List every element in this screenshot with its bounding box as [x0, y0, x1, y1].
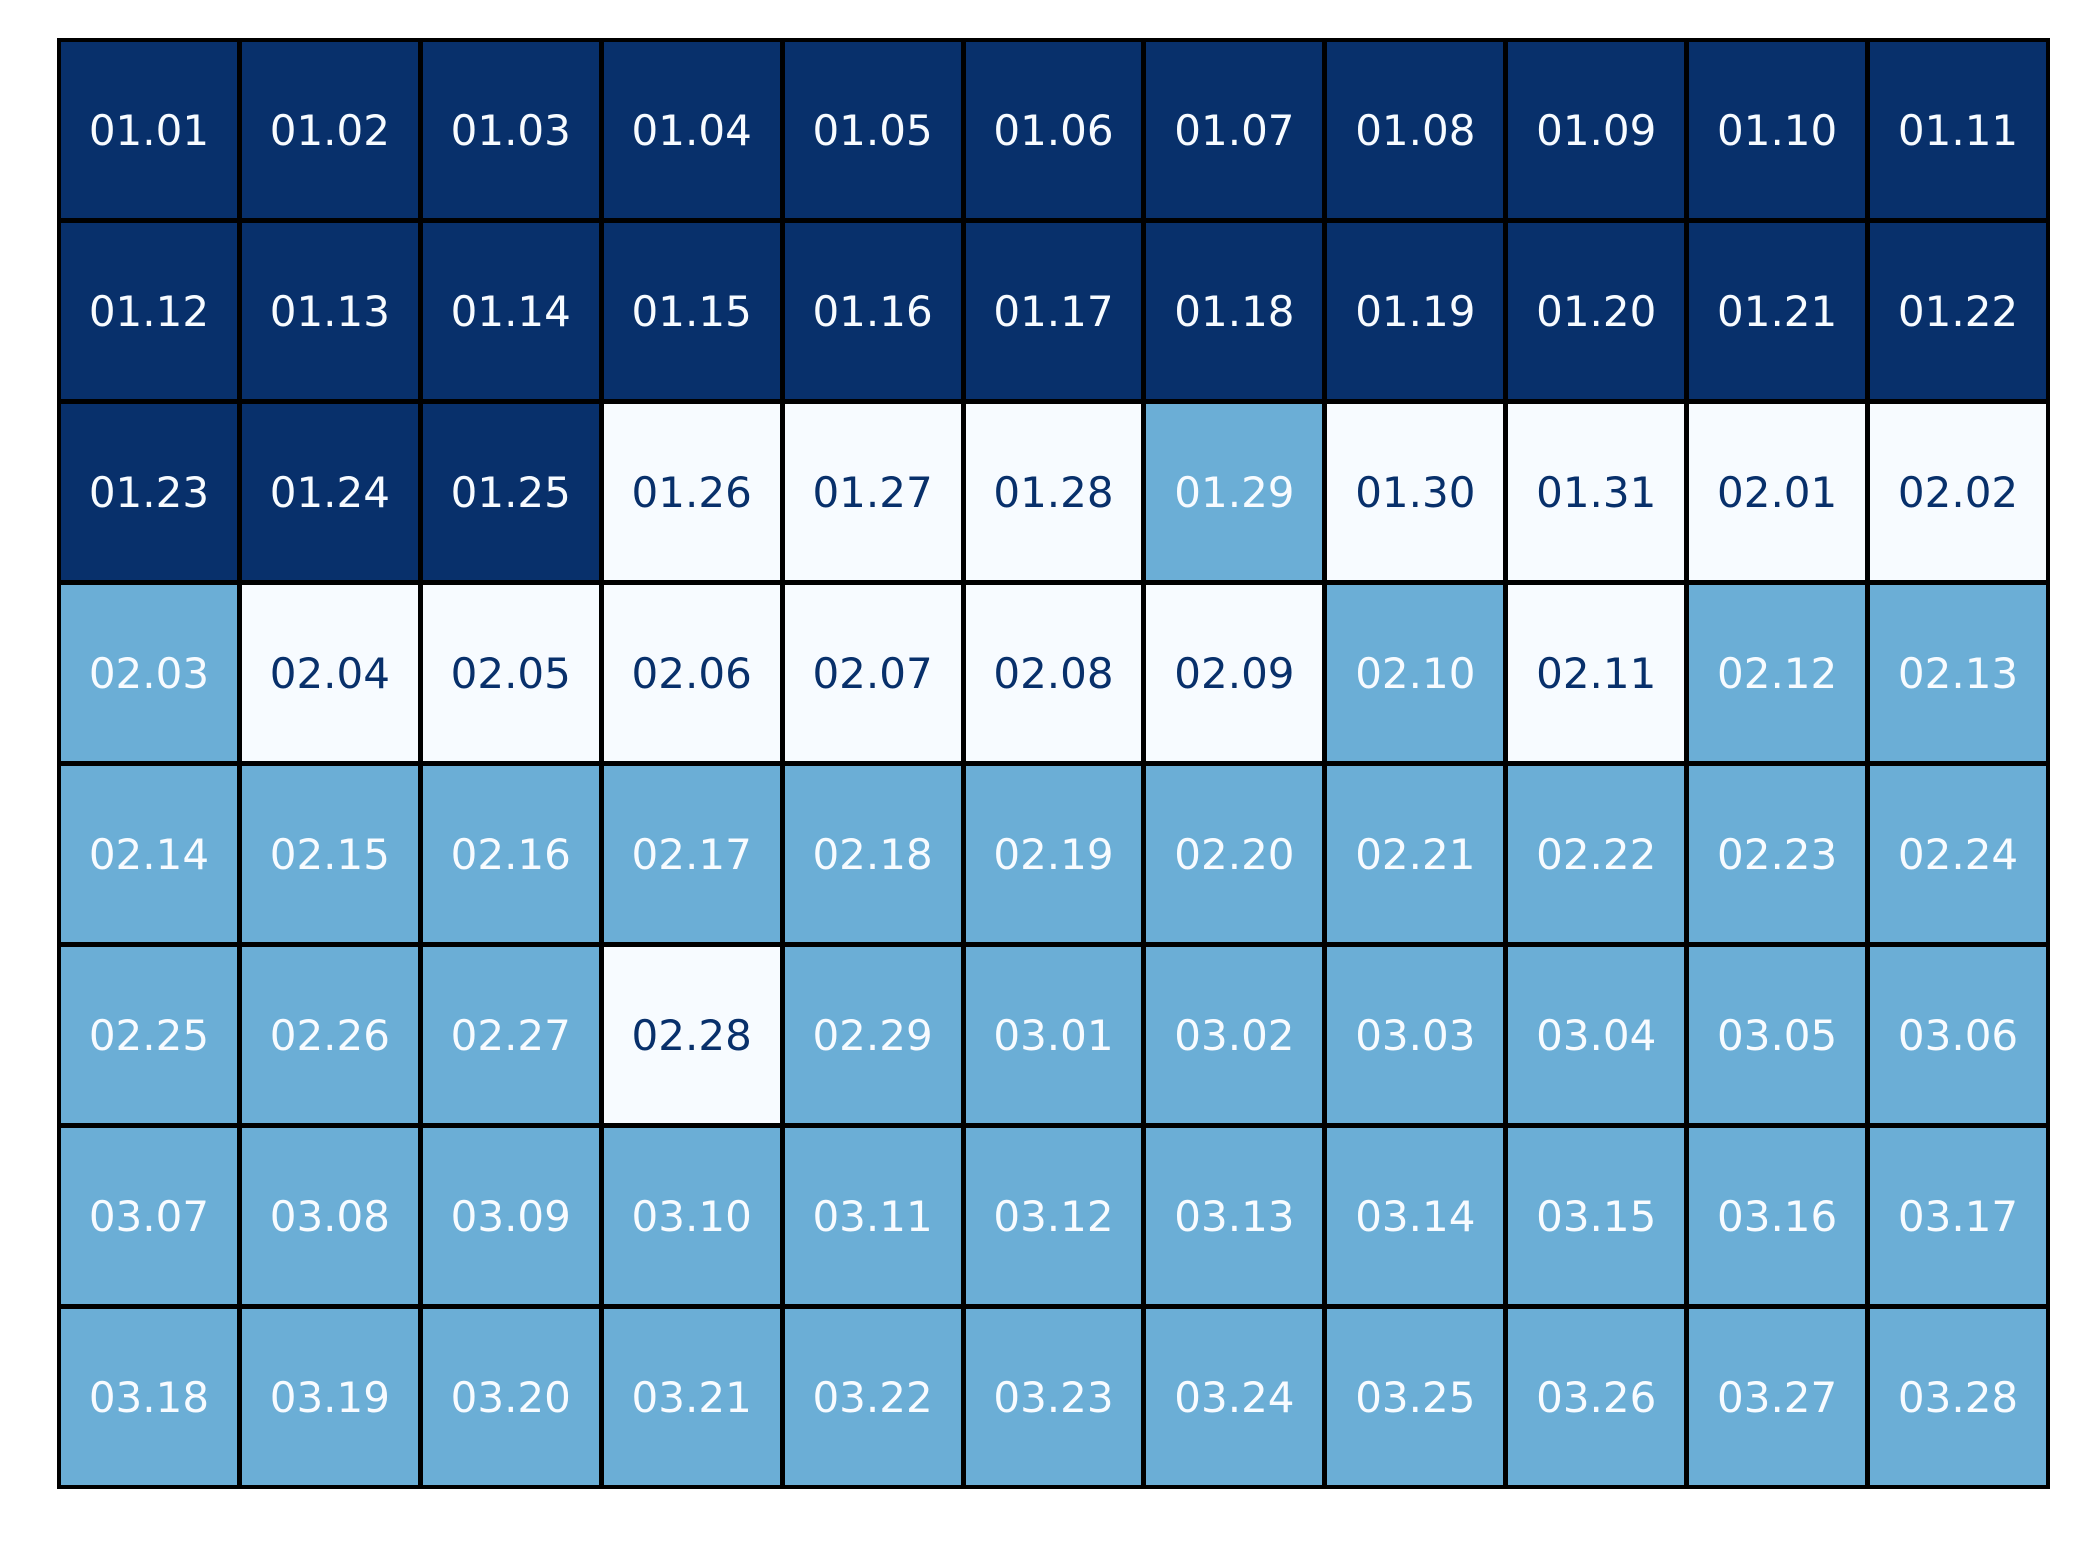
- heatmap-cell: 01.11: [1870, 42, 2046, 218]
- heatmap-cell: 01.14: [422, 223, 599, 399]
- heatmap-cell: 03.01: [965, 947, 1142, 1123]
- heatmap-cell: 03.18: [61, 1309, 237, 1485]
- heatmap-cell: 01.30: [1327, 404, 1504, 580]
- heatmap-cell: 03.22: [784, 1309, 961, 1485]
- heatmap-cell: 02.15: [241, 766, 418, 942]
- heatmap-cell: 02.10: [1327, 585, 1504, 761]
- heatmap-cell: 02.06: [603, 585, 780, 761]
- heatmap-cell: 02.13: [1870, 585, 2046, 761]
- heatmap-cell: 02.11: [1508, 585, 1685, 761]
- heatmap-cell: 02.19: [965, 766, 1142, 942]
- heatmap-cell: 01.20: [1508, 223, 1685, 399]
- heatmap-cell: 02.25: [61, 947, 237, 1123]
- heatmap-cell: 02.21: [1327, 766, 1504, 942]
- heatmap-cell: 02.07: [784, 585, 961, 761]
- heatmap-cell: 03.06: [1870, 947, 2046, 1123]
- heatmap-cell: 03.17: [1870, 1128, 2046, 1304]
- heatmap-cell: 03.10: [603, 1128, 780, 1304]
- heatmap-cell: 03.21: [603, 1309, 780, 1485]
- heatmap-cell: 03.20: [422, 1309, 599, 1485]
- heatmap-cell: 03.07: [61, 1128, 237, 1304]
- heatmap-cell: 01.22: [1870, 223, 2046, 399]
- heatmap-cell: 02.29: [784, 947, 961, 1123]
- heatmap-cell: 01.29: [1146, 404, 1323, 580]
- heatmap-cell: 03.13: [1146, 1128, 1323, 1304]
- heatmap-cell: 03.08: [241, 1128, 418, 1304]
- heatmap-cell: 01.01: [61, 42, 237, 218]
- heatmap-cell: 01.13: [241, 223, 418, 399]
- heatmap-cell: 02.28: [603, 947, 780, 1123]
- heatmap-cell: 03.23: [965, 1309, 1142, 1485]
- heatmap-cell: 02.17: [603, 766, 780, 942]
- heatmap-cell: 03.12: [965, 1128, 1142, 1304]
- heatmap-cell: 02.22: [1508, 766, 1685, 942]
- heatmap-cell: 02.20: [1146, 766, 1323, 942]
- heatmap-cell: 02.16: [422, 766, 599, 942]
- heatmap-cell: 01.21: [1689, 223, 1866, 399]
- heatmap-cell: 02.12: [1689, 585, 1866, 761]
- heatmap-cell: 03.15: [1508, 1128, 1685, 1304]
- heatmap-cell: 01.27: [784, 404, 961, 580]
- heatmap-cell: 01.25: [422, 404, 599, 580]
- heatmap-cell: 02.05: [422, 585, 599, 761]
- heatmap-cell: 01.15: [603, 223, 780, 399]
- heatmap-cell: 03.04: [1508, 947, 1685, 1123]
- heatmap-cell: 01.02: [241, 42, 418, 218]
- heatmap-cell: 03.28: [1870, 1309, 2046, 1485]
- heatmap-cell: 01.03: [422, 42, 599, 218]
- heatmap-cell: 01.08: [1327, 42, 1504, 218]
- heatmap-cell: 03.03: [1327, 947, 1504, 1123]
- heatmap-cell: 02.24: [1870, 766, 2046, 942]
- heatmap-cell: 03.02: [1146, 947, 1323, 1123]
- heatmap-cell: 02.26: [241, 947, 418, 1123]
- heatmap-cell: 02.04: [241, 585, 418, 761]
- heatmap-cell: 01.05: [784, 42, 961, 218]
- heatmap-cell: 03.11: [784, 1128, 961, 1304]
- heatmap-cell: 02.23: [1689, 766, 1866, 942]
- heatmap-cell: 02.03: [61, 585, 237, 761]
- heatmap-cell: 01.06: [965, 42, 1142, 218]
- heatmap-cell: 03.05: [1689, 947, 1866, 1123]
- heatmap-cell: 01.28: [965, 404, 1142, 580]
- heatmap-cell: 03.16: [1689, 1128, 1866, 1304]
- calendar-heatmap: 01.01 01.02 01.03 01.04 01.05 01.06 01.07 01.08…: [57, 38, 2050, 1489]
- heatmap-cell: 03.24: [1146, 1309, 1323, 1485]
- heatmap-cell: 01.23: [61, 404, 237, 580]
- heatmap-cell: 01.10: [1689, 42, 1866, 218]
- heatmap-cell: 03.14: [1327, 1128, 1504, 1304]
- heatmap-cell: 01.07: [1146, 42, 1323, 218]
- heatmap-cell: 03.19: [241, 1309, 418, 1485]
- heatmap-cell: 02.02: [1870, 404, 2046, 580]
- heatmap-cell: 01.19: [1327, 223, 1504, 399]
- heatmap-cell: 01.16: [784, 223, 961, 399]
- heatmap-cell: 03.27: [1689, 1309, 1866, 1485]
- heatmap-cell: 01.26: [603, 404, 780, 580]
- heatmap-cell: 02.27: [422, 947, 599, 1123]
- heatmap-cell: 02.08: [965, 585, 1142, 761]
- heatmap-cell: 03.26: [1508, 1309, 1685, 1485]
- heatmap-cell: 01.31: [1508, 404, 1685, 580]
- heatmap-cell: 01.12: [61, 223, 237, 399]
- heatmap-cell: 01.18: [1146, 223, 1323, 399]
- heatmap-cell: 03.25: [1327, 1309, 1504, 1485]
- heatmap-cell: 02.01: [1689, 404, 1866, 580]
- heatmap-cell: 03.09: [422, 1128, 599, 1304]
- heatmap-cell: 02.14: [61, 766, 237, 942]
- heatmap-cell: 01.09: [1508, 42, 1685, 218]
- heatmap-cell: 02.18: [784, 766, 961, 942]
- heatmap-cell: 01.17: [965, 223, 1142, 399]
- heatmap-cell: 01.04: [603, 42, 780, 218]
- heatmap-cell: 01.24: [241, 404, 418, 580]
- heatmap-cell: 02.09: [1146, 585, 1323, 761]
